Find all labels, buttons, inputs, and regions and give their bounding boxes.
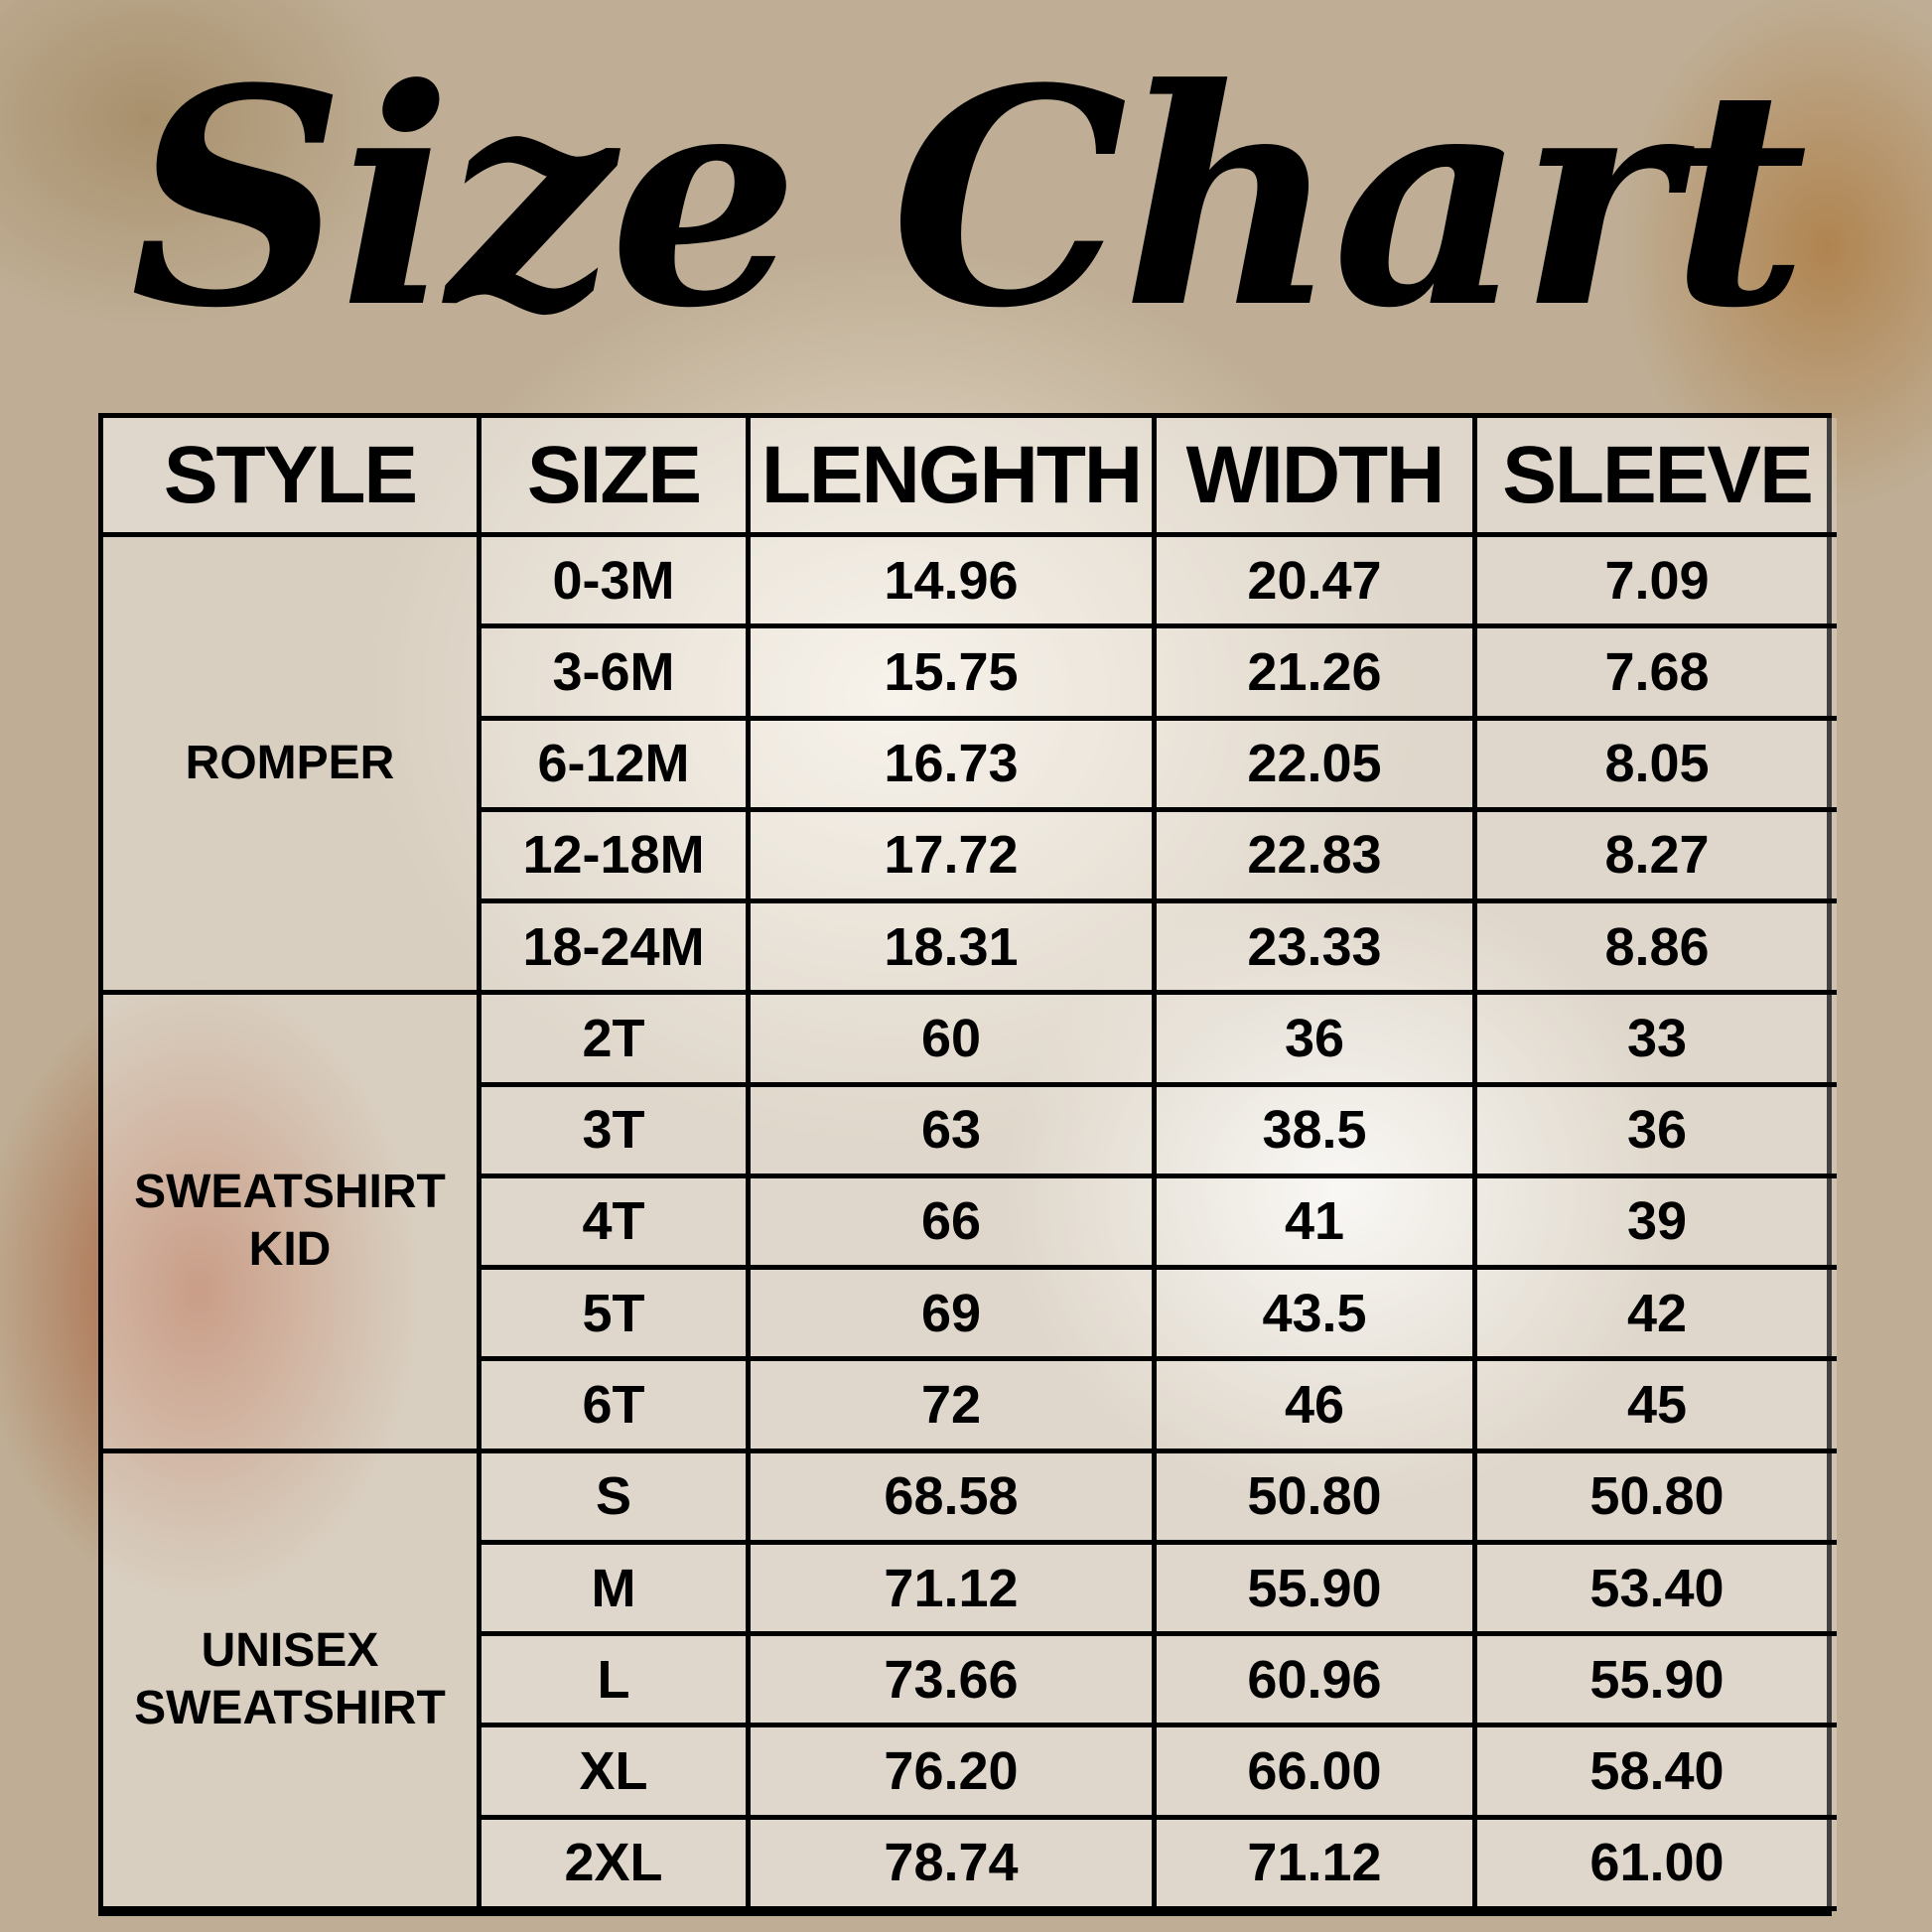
- sleeve-cell: 36: [1477, 1086, 1837, 1178]
- width-cell: 22.05: [1157, 720, 1477, 812]
- style-cell: ROMPER: [103, 537, 482, 996]
- width-cell: 66.00: [1157, 1727, 1477, 1820]
- sleeve-cell: 7.09: [1477, 537, 1837, 629]
- size-cell: 6-12M: [482, 720, 751, 812]
- sleeve-cell: 53.40: [1477, 1544, 1837, 1637]
- header-sleeve: SLEEVE: [1477, 418, 1837, 537]
- length-cell: 72: [751, 1361, 1157, 1453]
- length-cell: 14.96: [751, 537, 1157, 629]
- width-cell: 60.96: [1157, 1636, 1477, 1728]
- sleeve-cell: 45: [1477, 1361, 1837, 1453]
- style-label: ROMPER: [185, 737, 395, 790]
- header-width: WIDTH: [1157, 418, 1477, 537]
- sleeve-cell: 8.86: [1477, 903, 1837, 996]
- width-cell: 20.47: [1157, 537, 1477, 629]
- size-cell: 5T: [482, 1270, 751, 1362]
- sleeve-cell: 58.40: [1477, 1727, 1837, 1820]
- style-label: UNISEX: [201, 1623, 379, 1677]
- width-cell: 22.83: [1157, 811, 1477, 904]
- size-table: STYLE SIZE LENGHTH WIDTH SLEEVE ROMPER 0-3M 14.…: [98, 413, 1837, 1916]
- length-cell: 15.75: [751, 628, 1157, 721]
- length-cell: 60: [751, 995, 1157, 1087]
- width-cell: 55.90: [1157, 1544, 1477, 1637]
- size-cell: 4T: [482, 1177, 751, 1271]
- width-cell: 43.5: [1157, 1270, 1477, 1362]
- size-cell: 2XL: [482, 1819, 751, 1911]
- length-cell: 16.73: [751, 720, 1157, 812]
- header-style: STYLE: [103, 418, 482, 537]
- width-cell: 46: [1157, 1361, 1477, 1453]
- sleeve-cell: 33: [1477, 995, 1837, 1087]
- sleeve-cell: 7.68: [1477, 628, 1837, 721]
- length-cell: 17.72: [751, 811, 1157, 904]
- size-cell: 3-6M: [482, 628, 751, 721]
- sleeve-cell: 39: [1477, 1177, 1837, 1271]
- size-cell: 18-24M: [482, 903, 751, 996]
- style-label: SWEATSHIRT: [134, 1166, 446, 1219]
- sleeve-cell: 8.27: [1477, 811, 1837, 904]
- size-cell: S: [482, 1452, 751, 1545]
- length-cell: 68.58: [751, 1452, 1157, 1545]
- width-cell: 41: [1157, 1177, 1477, 1271]
- width-cell: 38.5: [1157, 1086, 1477, 1178]
- length-cell: 18.31: [751, 903, 1157, 996]
- length-cell: 69: [751, 1270, 1157, 1362]
- sleeve-cell: 50.80: [1477, 1452, 1837, 1545]
- size-cell: 12-18M: [482, 811, 751, 904]
- style-cell: UNISEX SWEATSHIRT: [103, 1452, 482, 1911]
- size-cell: 0-3M: [482, 537, 751, 629]
- width-cell: 21.26: [1157, 628, 1477, 721]
- sleeve-cell: 42: [1477, 1270, 1837, 1362]
- page-title: Size Chart: [129, 23, 1808, 373]
- size-cell: M: [482, 1544, 751, 1637]
- size-cell: 6T: [482, 1361, 751, 1453]
- header-size: SIZE: [482, 418, 751, 537]
- style-cell: SWEATSHIRT KID: [103, 995, 482, 1453]
- length-cell: 76.20: [751, 1727, 1157, 1820]
- width-cell: 50.80: [1157, 1452, 1477, 1545]
- width-cell: 23.33: [1157, 903, 1477, 996]
- width-cell: 71.12: [1157, 1819, 1477, 1911]
- length-cell: 66: [751, 1177, 1157, 1271]
- style-label: KID: [248, 1223, 332, 1277]
- size-cell: XL: [482, 1727, 751, 1820]
- sleeve-cell: 61.00: [1477, 1819, 1837, 1911]
- sleeve-cell: 55.90: [1477, 1636, 1837, 1728]
- length-cell: 73.66: [751, 1636, 1157, 1728]
- size-cell: 3T: [482, 1086, 751, 1178]
- header-lenghth: LENGHTH: [751, 418, 1157, 537]
- length-cell: 78.74: [751, 1819, 1157, 1911]
- size-cell: L: [482, 1636, 751, 1728]
- width-cell: 36: [1157, 995, 1477, 1087]
- sleeve-cell: 8.05: [1477, 720, 1837, 812]
- size-cell: 2T: [482, 995, 751, 1087]
- length-cell: 71.12: [751, 1544, 1157, 1637]
- length-cell: 63: [751, 1086, 1157, 1178]
- style-label: SWEATSHIRT: [134, 1681, 446, 1734]
